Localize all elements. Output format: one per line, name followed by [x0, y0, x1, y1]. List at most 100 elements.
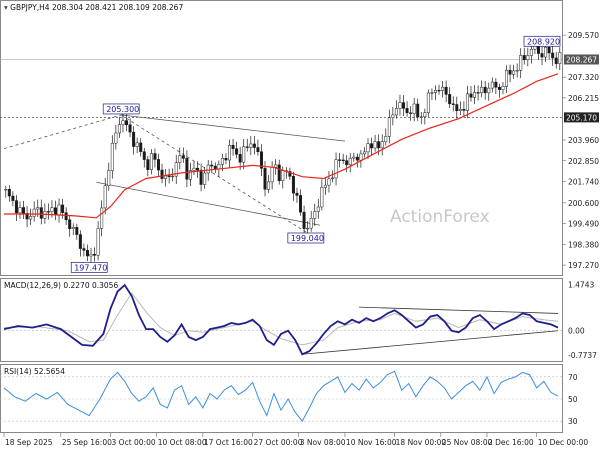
macd-main-line: [3, 283, 559, 356]
time-tick-label: 10 Nov 16:00: [346, 438, 397, 447]
candle-body: [519, 55, 523, 71]
macd-trend-lines: [302, 306, 559, 355]
candle-body: [380, 141, 384, 149]
candle-body: [18, 207, 22, 214]
candle-body: [416, 103, 420, 118]
price-level-lines: [0, 59, 562, 118]
price-callout-box: [287, 232, 325, 244]
candle-body: [444, 86, 448, 95]
price-tick-label: 201.740: [568, 178, 599, 187]
candle-body: [291, 176, 295, 194]
header-open: 208.304: [52, 3, 83, 12]
candle-body: [480, 86, 484, 94]
candle-body: [32, 208, 36, 217]
candle-body: [206, 164, 210, 174]
candle-body: [71, 227, 75, 229]
candle-body: [373, 141, 377, 149]
candle-body: [54, 207, 57, 215]
candle-body: [245, 146, 249, 148]
candle-body: [22, 207, 26, 214]
price-panel-frame: [0, 0, 563, 276]
macd-tick-label: 0.00: [568, 327, 585, 336]
candle-body: [302, 211, 306, 229]
candle-body: [394, 108, 398, 116]
candle-body: [497, 86, 501, 90]
candle-body: [39, 207, 43, 219]
candle-body: [114, 132, 118, 144]
candle-body: [57, 204, 61, 215]
price-tick-label: 207.320: [568, 73, 599, 82]
price-tick-label: 209.570: [568, 31, 599, 40]
candle-body: [249, 143, 253, 148]
candle-body: [490, 81, 494, 89]
candle-body: [512, 70, 516, 75]
candle-body: [217, 164, 221, 170]
symbol-header: ▾ GBPJPY,H4 208.304 208.421 208.109 208.…: [4, 3, 183, 12]
candle-body: [142, 151, 146, 160]
macd-panel-frame: [0, 278, 563, 362]
candle-body: [228, 145, 231, 161]
candle-body: [370, 143, 374, 149]
time-axis: 18 Sep 2025 25 Sep 16:00 3 Oct 00:00 10 Oct…: [3, 433, 589, 447]
candle-body: [210, 164, 214, 167]
candle-body: [259, 151, 263, 169]
time-tick-label: 18 Sep 2025: [5, 438, 53, 447]
macd-axis: 1.4743 0.00 -0.7737: [568, 280, 597, 360]
candle-body: [231, 145, 235, 149]
macd-signal-line: [3, 292, 559, 346]
candle-body: [547, 47, 551, 54]
candle-body: [252, 143, 256, 148]
macd-trend-line: [359, 306, 559, 314]
candle-body: [164, 175, 168, 179]
candle-body: [149, 153, 153, 170]
time-tick-label: 25 Sep 16:00: [62, 438, 112, 447]
rsi-level-lines: [0, 376, 562, 422]
price-tick-label: 200.600: [568, 199, 599, 208]
candle-body: [4, 188, 8, 191]
candle-body: [50, 207, 54, 212]
candle-body: [544, 47, 548, 58]
candle-body: [267, 181, 271, 190]
candle-body: [483, 86, 487, 94]
candle-body: [554, 57, 558, 64]
candle-body: [441, 86, 445, 91]
candle-body: [448, 94, 452, 105]
time-tick-label: 10 Dec 00:00: [538, 438, 589, 447]
candle-body: [437, 89, 441, 92]
macd-tick-label: 1.4743: [568, 280, 594, 289]
macd-trend-line: [302, 330, 559, 355]
candle-body: [334, 159, 338, 179]
candle-body: [25, 213, 29, 220]
candle-body: [188, 170, 192, 180]
price-tick-label: 198.380: [568, 240, 599, 249]
candle-body: [540, 53, 544, 58]
symbol-icon: ▾: [4, 3, 10, 12]
candle-body: [515, 70, 519, 72]
candle-body: [68, 219, 72, 229]
candle-body: [494, 81, 498, 88]
watermark: ActionForex: [390, 207, 490, 227]
candle-body: [341, 159, 345, 161]
header-high: 208.421: [85, 3, 116, 12]
candle-body: [295, 192, 299, 196]
candle-body: [199, 169, 203, 185]
candle-body: [82, 248, 86, 251]
candle-body: [220, 157, 224, 165]
candle-body: [270, 167, 274, 183]
candle-body: [167, 175, 171, 178]
channel-line: [120, 114, 307, 233]
candle-body: [377, 141, 381, 149]
rsi-tick-label: 70: [568, 373, 578, 382]
candle-body: [160, 169, 164, 179]
candle-body: [313, 211, 317, 219]
candle-body: [423, 112, 427, 118]
price-callout-label: 199.040: [291, 234, 324, 243]
candle-body: [362, 151, 366, 155]
candle-body: [174, 162, 178, 177]
candle-body: [29, 215, 33, 220]
time-tick-label: 18 Nov 00:00: [396, 438, 447, 447]
candle-body: [465, 93, 469, 111]
candle-body: [405, 108, 409, 114]
candle-body: [451, 103, 455, 105]
